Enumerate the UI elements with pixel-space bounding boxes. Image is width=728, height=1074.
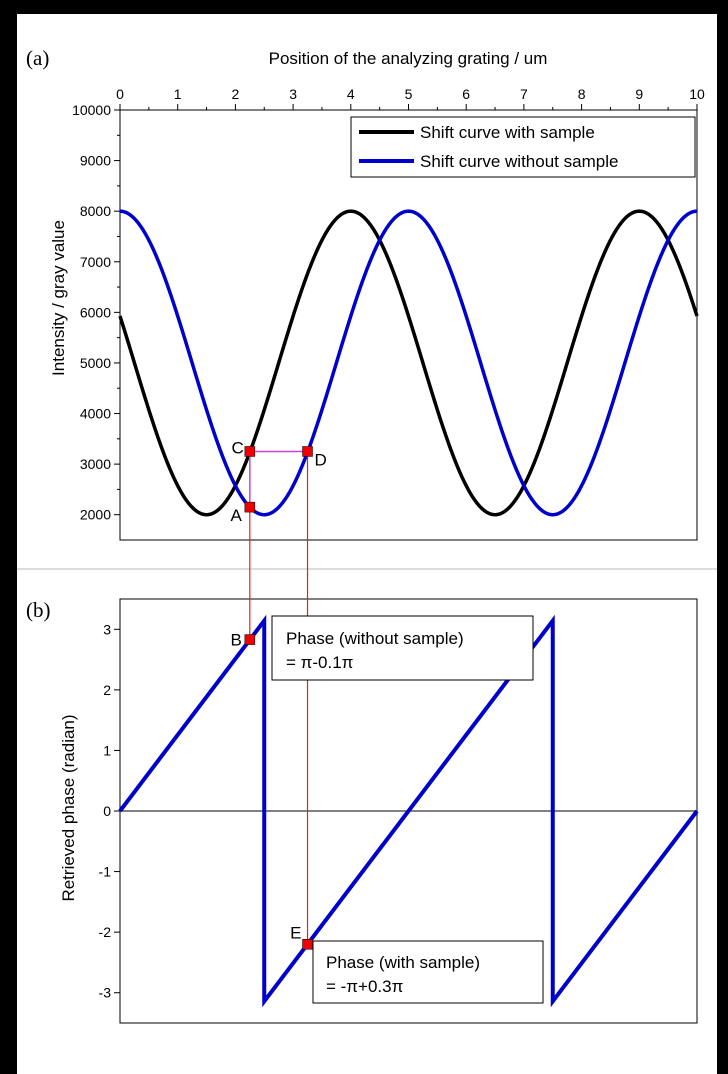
x-tick-label-4: 4 (347, 86, 355, 102)
annotation-with-sample: Phase (with sample) = -π+0.3π (312, 940, 544, 1004)
annotation-without-sample-line2: = π-0.1π (286, 653, 353, 672)
point-label-b: B (230, 631, 241, 650)
y-tick-label-7000: 7000 (80, 254, 111, 270)
legend-box (350, 116, 696, 178)
phase-y-tick-label--3: -3 (99, 985, 112, 1001)
point-marker-d (302, 446, 313, 457)
point-marker-b (244, 634, 256, 645)
intensity-plot: 0 1 2 3 4 5 6 7 8 9 10 2000 3000 4000 5000 6000 7000 8000… (72, 86, 705, 541)
y-tick-label-2000: 2000 (80, 507, 111, 523)
point-label-a: A (230, 506, 242, 525)
x-tick-label-7: 7 (520, 86, 528, 102)
y-tick-label-9000: 9000 (80, 153, 111, 169)
phase-y-tick-label--1: -1 (99, 864, 112, 880)
figure-canvas: (a) (b) Position of the analyzing gratin… (17, 14, 717, 1074)
phase-y-tick-label-3: 3 (103, 621, 111, 637)
annotation-without-sample: Phase (without sample) = π-0.1π (271, 615, 534, 681)
x-tick-label-2: 2 (232, 86, 240, 102)
x-tick-label-5: 5 (405, 86, 413, 102)
series-without-sample-curve (119, 209, 698, 517)
phase-y-tick-label-0: 0 (103, 803, 111, 819)
annotation-with-sample-line2: = -π+0.3π (326, 977, 403, 996)
y-tick-label-3000: 3000 (80, 456, 111, 472)
top-y-axis-title: Intensity / gray value (49, 220, 68, 376)
point-label-c: C (232, 438, 244, 457)
point-label-e: E (290, 923, 301, 942)
phase-stepping-figure: (a) (b) Position of the analyzing gratin… (17, 46, 717, 1024)
phase-plot: -3 -2 -1 0 1 2 3 (99, 598, 699, 1024)
y-tick-label-4000: 4000 (80, 406, 111, 422)
phase-y-tick-label--2: -2 (99, 924, 112, 940)
x-tick-label-10: 10 (689, 86, 705, 102)
annotation-box-without-sample (271, 615, 534, 681)
point-label-d: D (315, 450, 327, 469)
y-tick-label-5000: 5000 (80, 355, 111, 371)
x-tick-label-0: 0 (116, 86, 124, 102)
x-tick-label-9: 9 (635, 86, 643, 102)
legend-label-nosample: Shift curve without sample (420, 152, 618, 171)
series-with-sample-curve (118, 209, 699, 517)
annotation-with-sample-line1: Phase (with sample) (326, 953, 480, 972)
point-marker-e (302, 939, 313, 950)
y-tick-label-10000: 10000 (72, 102, 111, 118)
legend-label-sample: Shift curve with sample (420, 123, 595, 142)
panel-label-a: (a) (26, 46, 49, 70)
x-tick-label-6: 6 (462, 86, 470, 102)
y-tick-label-6000: 6000 (80, 304, 111, 320)
annotation-without-sample-line1: Phase (without sample) (286, 629, 464, 648)
x-tick-label-1: 1 (174, 86, 182, 102)
phase-sawtooth-curve (118, 614, 699, 1008)
guide-lines (249, 450, 309, 945)
point-marker-a (244, 501, 256, 513)
panel-label-b: (b) (26, 598, 51, 622)
annotation-box-with-sample (312, 940, 544, 1004)
bottom-y-axis-title: Retrieved phase (radian) (59, 714, 78, 901)
phase-y-tick-label-2: 2 (103, 682, 111, 698)
x-tick-label-3: 3 (289, 86, 297, 102)
phase-y-tick-label-1: 1 (103, 742, 111, 758)
point-markers: A C D B E (230, 438, 327, 950)
top-x-axis-title: Position of the analyzing grating / um (269, 49, 548, 68)
point-marker-c (244, 446, 256, 457)
legend: Shift curve with sample Shift curve with… (350, 116, 696, 178)
y-tick-label-8000: 8000 (80, 203, 111, 219)
x-tick-label-8: 8 (578, 86, 586, 102)
